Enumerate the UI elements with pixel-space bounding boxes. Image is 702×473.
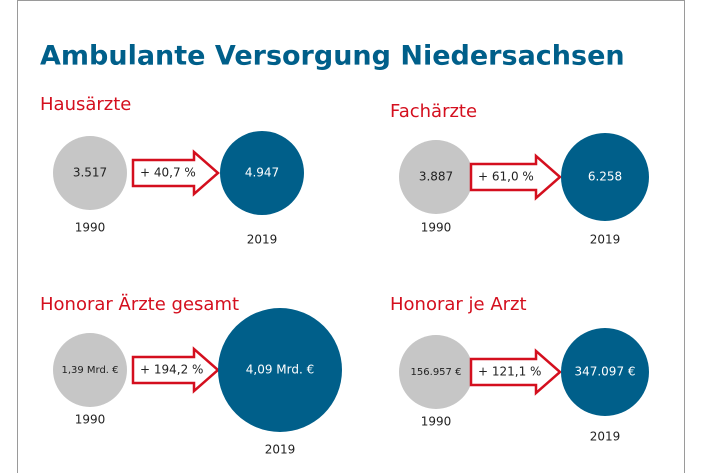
before-year: 1990	[421, 415, 452, 429]
before-circle	[53, 333, 127, 407]
after-year: 2019	[265, 443, 296, 457]
after-circle	[218, 308, 342, 432]
before-value: 3.887	[419, 170, 453, 184]
before-year: 1990	[75, 413, 106, 427]
before-value: 156.957 €	[411, 367, 462, 378]
after-circle	[220, 131, 304, 215]
before-value: 1,39 Mrd. €	[61, 365, 118, 376]
after-value: 6.258	[588, 170, 622, 184]
arrow	[469, 153, 562, 201]
before-value: 3.517	[73, 166, 107, 180]
change: + 121,1 %	[478, 365, 541, 379]
after-value: 4,09 Mrd. €	[246, 363, 315, 377]
before-circle	[53, 136, 127, 210]
before-circle	[399, 335, 473, 409]
before-circle	[399, 140, 473, 214]
panel-title: Honorar je Arzt	[390, 294, 527, 315]
panel-title: Honorar Ärzte gesamt	[40, 294, 239, 315]
change: + 194,2 %	[140, 363, 203, 377]
panel-title: Fachärzte	[390, 101, 477, 122]
panel-title: Hausärzte	[40, 94, 131, 115]
arrow	[469, 348, 562, 396]
after-value: 4.947	[245, 166, 279, 180]
before-year: 1990	[421, 221, 452, 235]
after-circle	[561, 133, 649, 221]
arrow	[131, 149, 220, 197]
before-year: 1990	[75, 221, 106, 235]
after-value: 347.097 €	[574, 365, 635, 379]
after-year: 2019	[590, 233, 621, 247]
after-circle	[561, 328, 649, 416]
change: + 61,0 %	[478, 170, 534, 184]
after-year: 2019	[247, 233, 278, 247]
change: + 40,7 %	[140, 166, 196, 180]
after-year: 2019	[590, 430, 621, 444]
title: Ambulante Versorgung Niedersachsen	[40, 41, 625, 72]
arrow	[131, 346, 220, 394]
